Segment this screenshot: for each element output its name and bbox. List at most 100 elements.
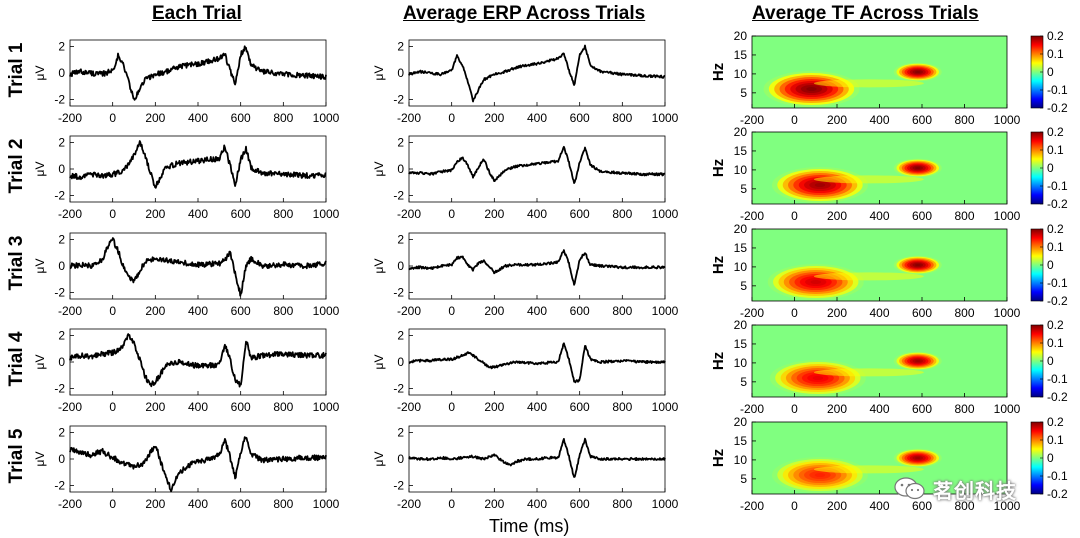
each-ylabel: μV — [33, 259, 47, 274]
colorbar-tick-label: 0.2 — [1047, 318, 1064, 332]
erp-xtick-label: 1000 — [652, 207, 679, 221]
erp-ylabel: μV — [372, 259, 386, 274]
tf-xtick-label: 600 — [912, 113, 932, 127]
tf-ytick-label: 10 — [734, 163, 748, 177]
tf-ytick-label: 15 — [734, 241, 748, 255]
erp-xtick-label: 800 — [612, 497, 632, 511]
tf-xtick-label: 0 — [791, 113, 798, 127]
tf-xtick-label: 800 — [954, 402, 974, 416]
colorbar-tick-label: -0.1 — [1047, 83, 1068, 97]
each-ytick-label: 2 — [58, 136, 65, 150]
tf-xtick-label: -200 — [740, 209, 764, 223]
each-xtick-label: 600 — [231, 111, 251, 125]
tf-ylabel: Hz — [710, 256, 727, 274]
each-xtick-label: 0 — [109, 111, 116, 125]
colorbar-tick-label: 0 — [1047, 354, 1054, 368]
erp-ytick-label: 0 — [397, 66, 404, 80]
erp-xtick-label: 1000 — [652, 497, 679, 511]
each-xtick-label: 800 — [273, 207, 293, 221]
colorbar-tick-label: -0.1 — [1047, 372, 1068, 386]
colorbar-tick-label: 0.2 — [1047, 415, 1064, 429]
tf-xtick-label: 600 — [912, 402, 932, 416]
watermark-text: 茗创科技 — [933, 480, 1017, 503]
tf-xtick-label: 200 — [827, 402, 847, 416]
erp-xtick-label: 0 — [448, 207, 455, 221]
erp-xtick-label: 800 — [612, 207, 632, 221]
tf-bridge — [813, 272, 924, 281]
x-axis-label: Time (ms) — [489, 516, 570, 536]
colorbar-tick-label: 0 — [1047, 161, 1054, 175]
erp-ytick-label: 0 — [397, 452, 404, 466]
each-trace-trial-3 — [69, 237, 327, 297]
tf-ytick-label: 5 — [740, 279, 747, 293]
tf-xtick-label: 200 — [827, 209, 847, 223]
each-xtick-label: -200 — [58, 207, 82, 221]
each-xtick-label: 200 — [145, 304, 165, 318]
each-ylabel: μV — [33, 355, 47, 370]
tf-ylabel: Hz — [710, 159, 727, 177]
erp-xtick-label: 600 — [570, 304, 590, 318]
erp-xtick-label: 400 — [527, 304, 547, 318]
tf-heat-group-1 — [763, 62, 942, 108]
tf-xtick-label: 400 — [869, 113, 889, 127]
tf-xtick-label: -200 — [740, 402, 764, 416]
each-xtick-label: 400 — [188, 400, 208, 414]
tf-xtick-label: 400 — [869, 306, 889, 320]
each-xtick-label: 0 — [109, 400, 116, 414]
erp-xtick-label: 800 — [612, 304, 632, 318]
each-ylabel: μV — [33, 452, 47, 467]
erp-axes-frame-4 — [408, 328, 666, 396]
erp-xtick-label: 600 — [570, 207, 590, 221]
tf-xtick-label: 1000 — [994, 306, 1021, 320]
each-ytick-label: 0 — [58, 162, 65, 176]
tf-xtick-label: 1000 — [994, 499, 1021, 513]
erp-ylabel: μV — [372, 452, 386, 467]
erp-xtick-label: 400 — [527, 497, 547, 511]
each-axes-frame-2 — [69, 135, 327, 203]
tf-ytick-label: 15 — [734, 337, 748, 351]
erp-ytick-label: -2 — [393, 478, 404, 492]
tf-xtick-label: 400 — [869, 402, 889, 416]
colorbar-tick-label: -0.1 — [1047, 179, 1068, 193]
tf-xtick-label: 600 — [912, 209, 932, 223]
erp-xtick-label: 1000 — [652, 400, 679, 414]
each-xtick-label: 800 — [273, 400, 293, 414]
tf-xtick-label: 600 — [912, 306, 932, 320]
tf-xtick-label: 1000 — [994, 113, 1021, 127]
erp-ytick-label: -2 — [393, 92, 404, 106]
colorbar-tick-label: 0 — [1047, 451, 1054, 465]
each-ytick-label: 2 — [58, 329, 65, 343]
each-xtick-label: 600 — [231, 497, 251, 511]
erp-xtick-label: 200 — [484, 400, 504, 414]
each-xtick-label: 800 — [273, 304, 293, 318]
each-xtick-label: 0 — [109, 497, 116, 511]
erp-trace-trial-2 — [408, 145, 666, 185]
tf-xtick-label: 800 — [954, 209, 974, 223]
each-ytick-label: 2 — [58, 40, 65, 54]
erp-ytick-label: 2 — [397, 329, 404, 343]
each-trace-trial-2 — [69, 140, 327, 189]
erp-ytick-label: 2 — [397, 426, 404, 440]
each-trace-trial-5 — [69, 436, 327, 493]
each-xtick-label: 200 — [145, 111, 165, 125]
tf-ytick-label: 10 — [734, 260, 748, 274]
each-xtick-label: -200 — [58, 304, 82, 318]
tf-ytick-label: 15 — [734, 434, 748, 448]
tf-ytick-label: 10 — [734, 67, 748, 81]
each-ytick-label: 2 — [58, 233, 65, 247]
wechat-icon — [894, 477, 925, 500]
colorbar-tick-label: 0.1 — [1047, 433, 1064, 447]
each-ytick-label: -2 — [54, 478, 65, 492]
each-xtick-label: 200 — [145, 497, 165, 511]
tf-xtick-label: 1000 — [994, 402, 1021, 416]
tf-xtick-label: 200 — [827, 113, 847, 127]
erp-ylabel: μV — [372, 355, 386, 370]
tf-xtick-label: 400 — [869, 209, 889, 223]
erp-xtick-label: 400 — [527, 111, 547, 125]
title-average-tf: Average TF Across Trials — [752, 3, 979, 24]
erp-xtick-label: 0 — [448, 304, 455, 318]
colorbar-tick-label: 0.1 — [1047, 240, 1064, 254]
tf-xtick-label: 0 — [791, 306, 798, 320]
each-ytick-label: 2 — [58, 426, 65, 440]
tf-bridge — [813, 79, 924, 88]
